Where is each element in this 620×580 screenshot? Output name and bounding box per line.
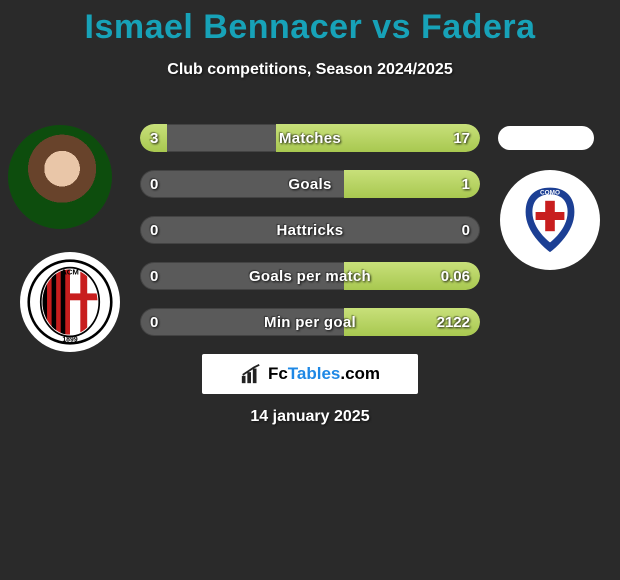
stat-label: Min per goal	[140, 308, 480, 336]
stat-row-goals-per-match: 0 Goals per match 0.06	[140, 262, 480, 290]
stat-value-right: 1	[462, 170, 470, 198]
player2-club-crest: COMO	[500, 170, 600, 270]
svg-text:1899: 1899	[62, 337, 77, 344]
stat-value-right: 2122	[437, 308, 470, 336]
player1-avatar	[8, 125, 112, 229]
svg-text:ACM: ACM	[61, 267, 79, 276]
stat-label: Goals per match	[140, 262, 480, 290]
brand-part-c: .com	[340, 364, 380, 383]
branding-box: FcTables.com	[202, 354, 418, 394]
title-player2: Fadera	[421, 8, 536, 46]
player2-avatar	[498, 126, 594, 150]
title-player1: Ismael Bennacer	[85, 8, 363, 46]
stat-label: Hattricks	[140, 216, 480, 244]
brand-part-b: Tables	[288, 364, 341, 383]
subtitle: Club competitions, Season 2024/2025	[0, 61, 620, 79]
date-text: 14 january 2025	[0, 408, 620, 426]
acm-crest-icon: ACM 1899	[27, 259, 113, 345]
page-title: Ismael Bennacer vs Fadera	[0, 8, 620, 47]
svg-text:COMO: COMO	[540, 189, 560, 196]
stat-label: Goals	[140, 170, 480, 198]
player1-club-crest: ACM 1899	[20, 252, 120, 352]
stat-label: Matches	[140, 124, 480, 152]
bar-chart-icon	[240, 363, 262, 385]
stat-value-right: 0	[462, 216, 470, 244]
title-vs: vs	[372, 8, 411, 46]
stat-row-hattricks: 0 Hattricks 0	[140, 216, 480, 244]
stat-row-matches: 3 Matches 17	[140, 124, 480, 152]
stat-row-min-per-goal: 0 Min per goal 2122	[140, 308, 480, 336]
como-crest-icon: COMO	[510, 180, 590, 260]
comparison-card: Ismael Bennacer vs Fadera Club competiti…	[0, 0, 620, 580]
stat-value-right: 17	[453, 124, 470, 152]
stat-value-right: 0.06	[441, 262, 470, 290]
brand-part-a: Fc	[268, 364, 288, 383]
stat-row-goals: 0 Goals 1	[140, 170, 480, 198]
stats-panel: 3 Matches 17 0 Goals 1 0 Hattricks 0 0 G…	[140, 124, 480, 354]
